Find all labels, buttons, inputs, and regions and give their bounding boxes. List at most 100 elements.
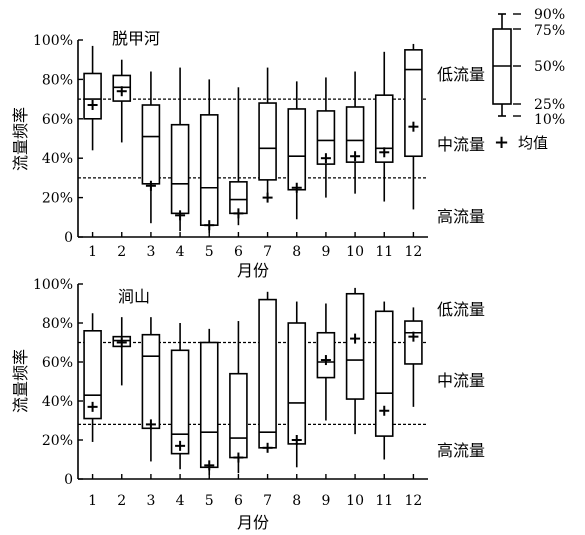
x-tick-label: 7	[263, 244, 272, 260]
x-tick-label: 12	[405, 493, 423, 509]
iqr-box	[404, 320, 423, 365]
panel-top: 020%40%60%80%100%1 2 3 4 5 6 7 8 9 10 11 12脱甲河月份流量频…	[11, 29, 485, 280]
legend-mean-label: 均值	[518, 134, 548, 152]
iqr-box	[404, 49, 423, 158]
box-month-11	[374, 51, 394, 202]
box-month-9	[316, 77, 336, 198]
legend-label-10: 10%	[534, 112, 565, 128]
legend-label-90: 90%	[534, 7, 565, 23]
y-axis-label: 流量频率	[11, 349, 30, 413]
zone-label: 低流量	[437, 300, 485, 319]
box-month-2	[112, 317, 132, 386]
y-tick-label: 60%	[42, 112, 73, 128]
x-tick-label: 1	[88, 244, 97, 260]
zone-label: 低流量	[437, 65, 485, 84]
y-tick-label: 80%	[42, 316, 73, 332]
zone-label: 高流量	[437, 207, 485, 226]
box-month-6	[229, 321, 248, 474]
x-tick-label: 2	[117, 244, 126, 260]
box-month-9	[316, 303, 336, 421]
box-month-10	[345, 71, 365, 194]
box-month-12	[404, 43, 423, 210]
panel-bottom: 020%40%60%80%100%1 2 3 4 5 6 7 8 9 10 11 12涧山月份流量频率…	[11, 277, 485, 532]
panel-title: 涧山	[118, 287, 150, 306]
box-month-2	[112, 59, 132, 143]
box-month-8	[287, 81, 307, 220]
iqr-box	[199, 114, 219, 226]
legend-label-75: 75%	[534, 23, 565, 39]
iqr-box	[345, 292, 365, 400]
y-tick-label: 100%	[33, 277, 73, 293]
x-tick-label: 10	[346, 493, 364, 509]
legend-label-50: 50%	[534, 59, 565, 75]
y-tick-label: 100%	[33, 33, 73, 49]
iqr-box	[229, 372, 248, 459]
iqr-box	[374, 94, 394, 163]
x-tick-label: 8	[292, 493, 301, 509]
x-axis-label: 月份	[237, 513, 269, 532]
box-month-1	[83, 313, 102, 442]
zone-label: 高流量	[437, 441, 485, 460]
iqr-box	[258, 102, 277, 181]
y-tick-label: 20%	[42, 191, 73, 207]
box-month-1	[83, 45, 102, 151]
iqr-box	[316, 110, 336, 165]
iqr-box	[170, 123, 190, 215]
x-tick-label: 8	[292, 244, 301, 260]
box-month-5	[199, 328, 219, 476]
x-tick-label: 7	[263, 493, 272, 509]
y-tick-label: 0	[64, 472, 73, 488]
legend-label-25: 25%	[534, 97, 565, 113]
box-month-7	[258, 291, 277, 453]
iqr-box	[141, 333, 161, 430]
x-tick-label: 9	[321, 244, 330, 260]
x-tick-label: 12	[405, 244, 423, 260]
box-month-4	[170, 67, 190, 232]
x-tick-label: 11	[375, 244, 393, 260]
y-tick-label: 20%	[42, 433, 73, 449]
box-month-12	[404, 307, 423, 407]
x-tick-label: 5	[205, 244, 214, 260]
iqr-box	[374, 310, 394, 437]
box-month-8	[287, 301, 307, 468]
box-month-10	[345, 287, 365, 435]
x-tick-label: 4	[176, 244, 185, 260]
panel-title: 脱甲河	[112, 29, 160, 48]
x-tick-label: 11	[375, 493, 393, 509]
x-tick-label: 5	[205, 493, 214, 509]
box-month-7	[258, 67, 277, 203]
box-month-3	[141, 71, 161, 224]
x-tick-label: 3	[146, 493, 155, 509]
iqr-box	[287, 322, 307, 445]
y-tick-label: 60%	[42, 355, 73, 371]
box-month-3	[141, 317, 161, 462]
x-tick-label: 6	[234, 493, 243, 509]
y-axis-label: 流量频率	[11, 107, 30, 171]
y-tick-label: 0	[64, 230, 73, 246]
x-tick-label: 10	[346, 244, 364, 260]
iqr-box	[287, 108, 307, 191]
zone-label: 中流量	[437, 135, 485, 154]
y-tick-label: 80%	[42, 72, 73, 88]
box-month-5	[199, 79, 219, 234]
x-tick-label: 1	[88, 493, 97, 509]
legend: 90% 75% 50% 25% 10% + 均值	[492, 7, 565, 153]
iqr-box	[170, 349, 190, 455]
y-tick-label: 40%	[42, 394, 73, 410]
iqr-box	[83, 72, 102, 120]
x-tick-label: 6	[234, 244, 243, 260]
x-axis-label: 月份	[237, 261, 269, 280]
box-month-4	[170, 323, 190, 470]
box-month-6	[229, 87, 248, 226]
x-tick-label: 4	[176, 493, 185, 509]
x-tick-label: 3	[146, 244, 155, 260]
iqr-box	[345, 106, 365, 163]
x-tick-label: 9	[321, 493, 330, 509]
legend-mean-symbol: +	[494, 132, 509, 153]
zone-label: 中流量	[437, 371, 485, 390]
iqr-box	[199, 341, 219, 469]
y-tick-label: 40%	[42, 151, 73, 167]
box-month-11	[374, 301, 394, 460]
x-tick-label: 2	[117, 493, 126, 509]
